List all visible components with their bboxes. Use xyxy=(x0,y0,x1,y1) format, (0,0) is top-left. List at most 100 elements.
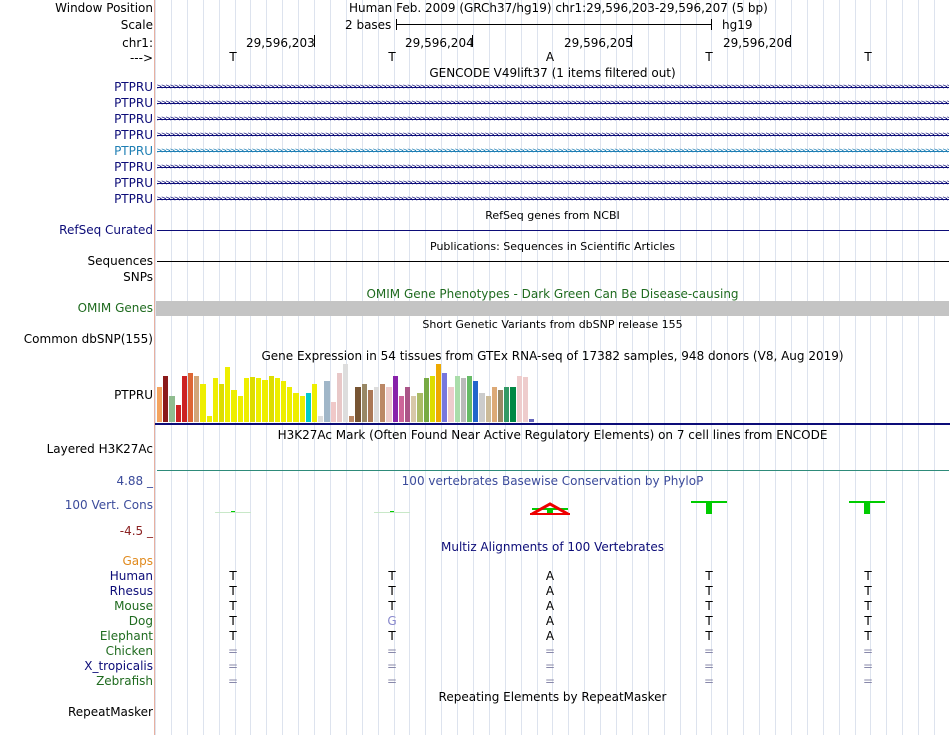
gencode-transcript-label[interactable]: PTPRU xyxy=(114,112,153,126)
gencode-transcript-label[interactable]: PTPRU xyxy=(114,144,153,158)
refseq-gene-line[interactable] xyxy=(157,230,949,231)
phylop-plot[interactable] xyxy=(155,490,950,520)
gtex-tissue-bar[interactable] xyxy=(324,381,330,422)
gtex-tissue-bar[interactable] xyxy=(374,387,380,422)
assembly-position[interactable]: Human Feb. 2009 (GRCh37/hg19) chr1:29,59… xyxy=(349,1,768,15)
gtex-tissue-bar[interactable] xyxy=(293,393,299,422)
gencode-transcript-label[interactable]: PTPRU xyxy=(114,160,153,174)
gtex-tissue-bar[interactable] xyxy=(429,376,435,422)
refseq-label[interactable]: RefSeq Curated xyxy=(59,223,153,237)
multiz-species-label[interactable]: Human xyxy=(109,569,153,583)
gtex-tissue-bar[interactable] xyxy=(343,364,349,422)
gtex-tissue-bar[interactable] xyxy=(405,387,411,422)
gencode-transcript-line[interactable] xyxy=(157,183,949,184)
gtex-tissue-bar[interactable] xyxy=(516,376,522,422)
gencode-transcript-line[interactable] xyxy=(157,151,949,152)
gencode-transcript-line[interactable] xyxy=(157,167,949,168)
gtex-tissue-bar[interactable] xyxy=(281,381,287,422)
gtex-tissue-bar[interactable] xyxy=(460,378,466,422)
multiz-species-label[interactable]: Chicken xyxy=(105,644,153,658)
gtex-tissue-bar[interactable] xyxy=(398,396,404,422)
repeatmasker-label[interactable]: RepeatMasker xyxy=(67,705,153,719)
gtex-tissue-bar[interactable] xyxy=(473,381,479,422)
gtex-tissue-bar[interactable] xyxy=(467,376,473,422)
gtex-tissue-bar[interactable] xyxy=(188,373,194,422)
dbsnp-label[interactable]: Common dbSNP(155) xyxy=(23,332,153,346)
gtex-tissue-bar[interactable] xyxy=(256,378,262,422)
gtex-tissue-bar[interactable] xyxy=(219,384,225,422)
gtex-tissue-bar[interactable] xyxy=(299,396,305,422)
gencode-transcript-line[interactable] xyxy=(157,87,949,88)
gtex-tissue-bar[interactable] xyxy=(386,387,392,422)
gtex-tissue-bar[interactable] xyxy=(231,390,237,422)
snps-label[interactable]: SNPs xyxy=(123,270,153,284)
gtex-tissue-bar[interactable] xyxy=(268,376,274,422)
gtex-tissue-bar[interactable] xyxy=(479,393,485,422)
gencode-transcript-label[interactable]: PTPRU xyxy=(114,80,153,94)
gencode-transcript-label[interactable]: PTPRU xyxy=(114,176,153,190)
gencode-transcript-line[interactable] xyxy=(157,119,949,120)
gaps-label[interactable]: Gaps xyxy=(122,554,153,568)
gtex-tissue-bar[interactable] xyxy=(498,390,504,422)
gencode-transcript-line[interactable] xyxy=(157,135,949,136)
gtex-tissue-bar[interactable] xyxy=(361,384,367,422)
gencode-transcript-label[interactable]: PTPRU xyxy=(114,192,153,206)
gtex-tissue-bar[interactable] xyxy=(349,416,355,422)
gencode-transcript-line[interactable] xyxy=(157,199,949,200)
gtex-tissue-bar[interactable] xyxy=(243,378,249,422)
gtex-tissue-bar[interactable] xyxy=(380,384,386,422)
gtex-tissue-bar[interactable] xyxy=(169,396,175,422)
gtex-tissue-bar[interactable] xyxy=(330,402,336,422)
gtex-tissue-bar[interactable] xyxy=(305,393,311,422)
gtex-tissue-bar[interactable] xyxy=(225,367,231,422)
multiz-species-label[interactable]: Mouse xyxy=(114,599,153,613)
gtex-tissue-bar[interactable] xyxy=(442,373,448,422)
multiz-species-label[interactable]: X_tropicalis xyxy=(84,659,153,673)
gencode-transcript-label[interactable]: PTPRU xyxy=(114,128,153,142)
gtex-tissue-bar[interactable] xyxy=(485,396,491,422)
gtex-tissue-bar[interactable] xyxy=(417,393,423,422)
multiz-species-label[interactable]: Elephant xyxy=(99,629,153,643)
gtex-tissue-bar[interactable] xyxy=(448,387,454,422)
gtex-tissue-bar[interactable] xyxy=(336,373,342,422)
phylop-label[interactable]: 100 Vert. Cons xyxy=(64,498,153,512)
gtex-tissue-bar[interactable] xyxy=(200,384,206,422)
gtex-tissue-bar[interactable] xyxy=(287,387,293,422)
gtex-tissue-bar[interactable] xyxy=(367,390,373,422)
gtex-tissue-bar[interactable] xyxy=(318,416,324,422)
gtex-tissue-bar[interactable] xyxy=(250,377,256,422)
gtex-tissue-bar[interactable] xyxy=(274,378,280,422)
gtex-tissue-bar[interactable] xyxy=(181,376,187,422)
omim-gene-bar[interactable] xyxy=(156,301,949,316)
gtex-tissue-bar[interactable] xyxy=(212,378,218,422)
gtex-tissue-bar[interactable] xyxy=(423,378,429,422)
gtex-tissue-bar[interactable] xyxy=(312,384,318,422)
gtex-tissue-bar[interactable] xyxy=(175,405,181,422)
gtex-tissue-bar[interactable] xyxy=(504,387,510,422)
multiz-species-label[interactable]: Rhesus xyxy=(109,584,153,598)
h3k27ac-label[interactable]: Layered H3K27Ac xyxy=(46,442,153,456)
gtex-tissue-bar[interactable] xyxy=(237,396,243,422)
gtex-tissue-bar[interactable] xyxy=(262,380,268,422)
gtex-tissue-bar[interactable] xyxy=(436,364,442,422)
sequences-line[interactable] xyxy=(157,261,949,262)
gtex-label[interactable]: PTPRU xyxy=(114,388,153,402)
gtex-tissue-bar[interactable] xyxy=(522,377,528,422)
gtex-gene-line[interactable] xyxy=(155,423,950,425)
gtex-tissue-bar[interactable] xyxy=(510,387,516,422)
multiz-species-label[interactable]: Dog xyxy=(128,614,153,628)
gtex-tissue-bar[interactable] xyxy=(157,387,163,422)
gtex-tissue-bar[interactable] xyxy=(163,376,169,422)
gtex-tissue-bar[interactable] xyxy=(491,387,497,422)
gtex-tissue-bar[interactable] xyxy=(529,419,535,422)
gtex-tissue-bar[interactable] xyxy=(206,416,212,422)
gtex-tissue-bar[interactable] xyxy=(411,396,417,422)
gtex-tissue-bar[interactable] xyxy=(454,376,460,422)
h3k27ac-signal-line[interactable] xyxy=(157,470,949,471)
gencode-transcript-label[interactable]: PTPRU xyxy=(114,96,153,110)
gtex-tissue-bar[interactable] xyxy=(194,376,200,422)
omim-label[interactable]: OMIM Genes xyxy=(77,301,153,315)
sequences-label[interactable]: Sequences xyxy=(87,254,153,268)
gencode-transcript-line[interactable] xyxy=(157,103,949,104)
multiz-species-label[interactable]: Zebrafish xyxy=(96,674,153,688)
